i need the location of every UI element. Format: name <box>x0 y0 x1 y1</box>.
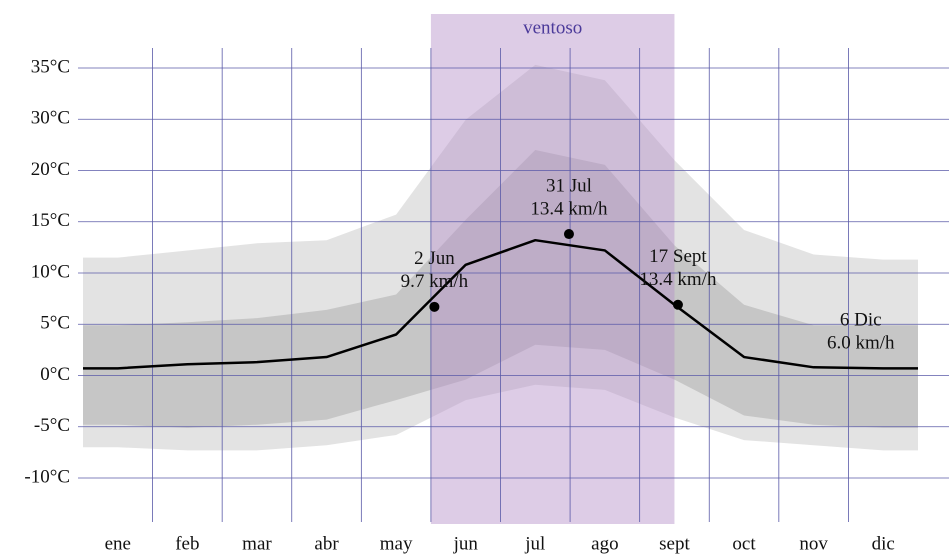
annotation-date: 6 Dic <box>840 310 882 331</box>
x-tick-label: ene <box>105 533 131 554</box>
annotation-date: 17 Sept <box>649 246 707 267</box>
y-tick-label: 30°C <box>31 108 70 129</box>
x-tick-label: mar <box>242 533 272 554</box>
y-tick-label: 5°C <box>40 313 70 334</box>
y-tick-label: 35°C <box>31 56 70 77</box>
annotation-date: 2 Jun <box>414 248 455 269</box>
annotation-date: 31 Jul <box>546 175 592 196</box>
annotation-text: 13.4 km/h <box>639 269 717 290</box>
x-tick-label: nov <box>799 533 828 554</box>
annotation-point <box>429 301 440 312</box>
annotation-text: 13.4 km/h <box>530 198 608 219</box>
x-tick-label: feb <box>175 533 199 554</box>
x-tick-label: ago <box>591 533 618 554</box>
x-tick-label: dic <box>872 533 895 554</box>
x-tick-label: jul <box>524 533 545 554</box>
annotation-text: 6.0 km/h <box>827 333 895 354</box>
annotation-text: 9.7 km/h <box>401 271 469 292</box>
x-tick-label: abr <box>314 533 339 554</box>
annotation-point <box>672 299 683 310</box>
x-tick-label: sept <box>659 533 690 554</box>
y-tick-label: 10°C <box>31 261 70 282</box>
annotation-point <box>563 229 574 240</box>
x-tick-label: jun <box>453 533 479 554</box>
y-tick-label: 20°C <box>31 159 70 180</box>
x-tick-label: may <box>380 533 413 554</box>
x-tick-label: oct <box>732 533 756 554</box>
y-tick-label: -10°C <box>24 466 70 487</box>
y-tick-label: 15°C <box>31 210 70 231</box>
y-tick-label: -5°C <box>34 415 70 436</box>
highlight-label: ventoso <box>523 17 582 38</box>
y-tick-label: 0°C <box>40 364 70 385</box>
highlight-region <box>430 14 675 524</box>
series-line <box>83 238 918 370</box>
